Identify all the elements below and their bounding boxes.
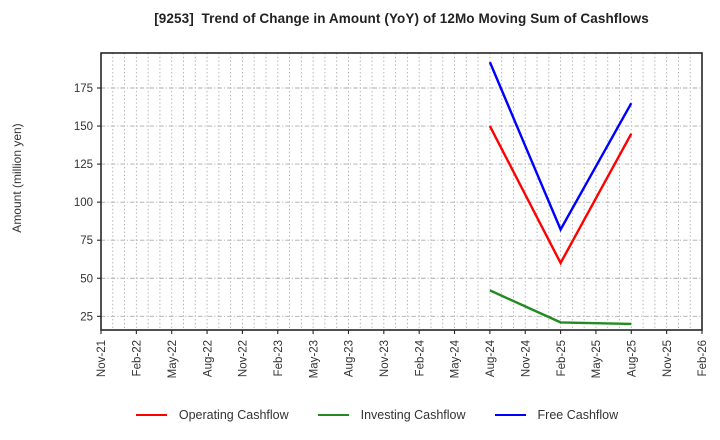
- y-tick-label: 75: [80, 235, 93, 247]
- chart-title: [9253] Trend of Change in Amount (YoY) o…: [154, 11, 649, 26]
- legend-swatch-operating-line: [135, 414, 167, 416]
- plot-area: Nov-21 Feb-22 May-22 Aug-22 Nov-22 Feb-23 May-…: [74, 52, 709, 378]
- x-tick-label: Nov-24: [520, 339, 532, 377]
- legend-item-free-cashflow: Free Cashflow: [494, 408, 619, 422]
- x-tick-label: Nov-22: [238, 340, 250, 377]
- x-tick-label: May-22: [167, 340, 179, 378]
- x-tick-label: May-25: [591, 340, 603, 378]
- x-tick-label: Feb-25: [556, 340, 568, 376]
- legend-item-operating-cashflow: Operating Cashflow: [135, 408, 289, 422]
- legend: Operating Cashflow Investing Cashflow Fr…: [0, 408, 720, 422]
- x-tick-label: Feb-26: [697, 340, 709, 376]
- x-tick-label: Nov-21: [96, 340, 108, 377]
- y-tick-label: 125: [74, 159, 93, 171]
- series-line-operating-cashflow: [488, 125, 633, 266]
- legend-label-free: Free Cashflow: [537, 408, 619, 422]
- x-tick-label: Nov-25: [662, 340, 674, 377]
- x-tick-label: Feb-23: [273, 340, 285, 376]
- plot-frame: [100, 52, 703, 331]
- legend-item-investing-cashflow: Investing Cashflow: [317, 408, 466, 422]
- y-tick-label: 150: [74, 121, 93, 133]
- y-tick-label: 100: [74, 197, 93, 209]
- x-tick-label: May-24: [450, 339, 462, 378]
- x-tick-label: May-23: [308, 340, 320, 378]
- x-tick-label: Nov-23: [379, 340, 391, 377]
- series-line-free-cashflow: [488, 61, 633, 233]
- x-tick-label: Feb-22: [132, 340, 144, 376]
- legend-label-investing: Investing Cashflow: [360, 408, 466, 422]
- series-line-investing-cashflow: [489, 289, 632, 326]
- y-tick-label: 25: [80, 311, 93, 323]
- x-tick-label: Aug-22: [202, 340, 214, 377]
- x-tick-label: Aug-24: [485, 339, 497, 377]
- y-tick-label: 175: [74, 83, 93, 95]
- y-tick-label: 50: [80, 273, 93, 285]
- x-tick-label: Feb-24: [414, 339, 426, 376]
- legend-label-operating: Operating Cashflow: [178, 408, 289, 422]
- legend-swatch-investing-line: [317, 414, 349, 416]
- x-tick-label: Aug-25: [626, 340, 638, 377]
- legend-swatch-free-line: [494, 414, 526, 416]
- x-tick-label: Aug-23: [344, 340, 356, 377]
